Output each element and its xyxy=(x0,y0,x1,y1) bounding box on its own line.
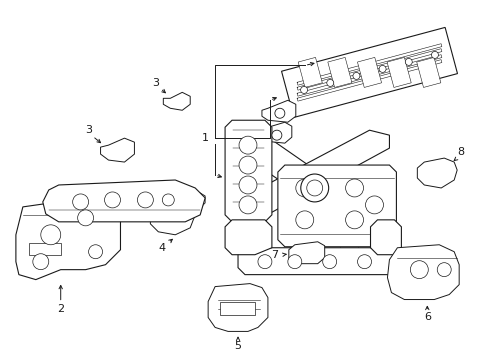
Polygon shape xyxy=(282,27,458,117)
Circle shape xyxy=(272,130,282,140)
Circle shape xyxy=(353,72,360,80)
Polygon shape xyxy=(259,122,292,143)
Text: 6: 6 xyxy=(424,312,431,323)
Circle shape xyxy=(33,254,49,270)
Polygon shape xyxy=(370,220,401,255)
Circle shape xyxy=(300,86,308,94)
Polygon shape xyxy=(238,130,390,220)
Circle shape xyxy=(323,255,337,269)
Text: 3: 3 xyxy=(152,78,159,88)
Circle shape xyxy=(405,58,412,66)
Polygon shape xyxy=(220,302,255,315)
Polygon shape xyxy=(238,130,394,245)
Polygon shape xyxy=(16,198,121,280)
Polygon shape xyxy=(289,242,325,264)
Circle shape xyxy=(73,194,89,210)
Circle shape xyxy=(239,156,257,174)
Circle shape xyxy=(288,255,302,269)
Circle shape xyxy=(437,263,451,276)
Circle shape xyxy=(104,192,121,208)
Circle shape xyxy=(301,174,329,202)
Text: 7: 7 xyxy=(271,250,278,260)
Polygon shape xyxy=(357,57,382,87)
Circle shape xyxy=(432,51,439,58)
Circle shape xyxy=(239,176,257,194)
Text: 2: 2 xyxy=(57,305,64,315)
Polygon shape xyxy=(238,248,396,275)
Polygon shape xyxy=(298,57,322,87)
Polygon shape xyxy=(387,57,411,87)
Text: 5: 5 xyxy=(235,341,242,351)
Polygon shape xyxy=(150,200,195,235)
Polygon shape xyxy=(29,243,61,255)
Polygon shape xyxy=(417,158,457,188)
Text: 4: 4 xyxy=(159,243,166,253)
Circle shape xyxy=(296,179,314,197)
Circle shape xyxy=(327,80,334,86)
Circle shape xyxy=(41,225,61,245)
Polygon shape xyxy=(388,245,459,300)
Circle shape xyxy=(410,261,428,279)
Circle shape xyxy=(239,196,257,214)
Circle shape xyxy=(77,210,94,226)
Polygon shape xyxy=(163,92,190,110)
Circle shape xyxy=(89,245,102,259)
Polygon shape xyxy=(262,100,296,122)
Polygon shape xyxy=(328,57,352,87)
Polygon shape xyxy=(278,165,396,247)
Circle shape xyxy=(366,196,384,214)
Polygon shape xyxy=(182,193,205,208)
Polygon shape xyxy=(208,284,268,332)
Polygon shape xyxy=(225,120,272,222)
Circle shape xyxy=(358,255,371,269)
Circle shape xyxy=(345,211,364,229)
Circle shape xyxy=(307,180,323,196)
Circle shape xyxy=(296,211,314,229)
Polygon shape xyxy=(100,138,134,162)
Circle shape xyxy=(275,108,285,118)
Text: 1: 1 xyxy=(202,133,209,143)
Circle shape xyxy=(258,255,272,269)
Polygon shape xyxy=(225,220,272,255)
Circle shape xyxy=(345,179,364,197)
Circle shape xyxy=(239,136,257,154)
Polygon shape xyxy=(43,180,205,222)
Polygon shape xyxy=(416,57,441,87)
Text: 8: 8 xyxy=(458,147,465,157)
Circle shape xyxy=(162,194,174,206)
Circle shape xyxy=(379,66,386,72)
Circle shape xyxy=(137,192,153,208)
Text: 3: 3 xyxy=(85,125,92,135)
